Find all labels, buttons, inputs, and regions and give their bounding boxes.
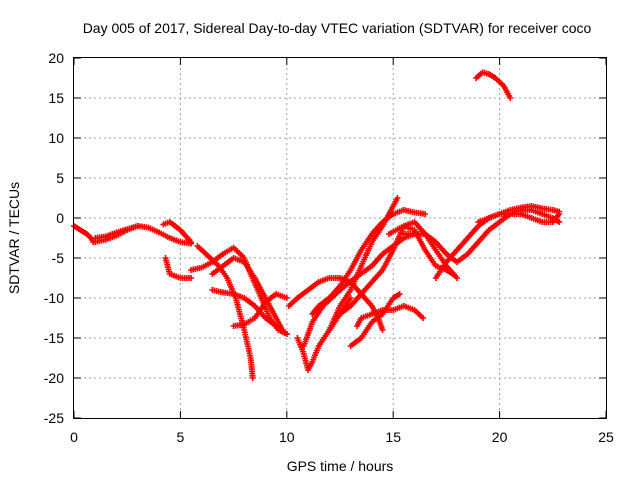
plot-area bbox=[71, 69, 563, 381]
x-tick-label: 15 bbox=[385, 429, 401, 445]
series-arc-18 bbox=[354, 303, 426, 329]
x-tick-label: 0 bbox=[70, 429, 78, 445]
series-arc-10 bbox=[230, 291, 290, 329]
data-point bbox=[449, 271, 456, 277]
axis-ticks: 0 5 10 15 20 25 -25 -20 -15 -10 -5 0 5 10 15 20 bbox=[44, 50, 614, 445]
grid bbox=[74, 58, 606, 418]
x-tick-label: 10 bbox=[279, 429, 295, 445]
series-arc-4 bbox=[160, 219, 195, 245]
y-axis-label: SDTVAR / TECUs bbox=[6, 182, 22, 294]
data-point bbox=[422, 211, 429, 217]
data-point bbox=[454, 275, 461, 281]
y-tick-label: -5 bbox=[52, 250, 65, 266]
data-point bbox=[188, 275, 195, 281]
x-tick-label: 25 bbox=[598, 429, 614, 445]
data-point bbox=[283, 295, 290, 301]
y-tick-label: 20 bbox=[48, 50, 64, 66]
series-arc-21 bbox=[432, 211, 563, 281]
y-tick-label: -15 bbox=[44, 330, 64, 346]
data-point bbox=[283, 331, 290, 337]
y-tick-label: -10 bbox=[44, 290, 64, 306]
y-tick-label: 5 bbox=[56, 170, 64, 186]
data-point bbox=[419, 315, 426, 321]
y-tick-label: 10 bbox=[48, 130, 64, 146]
y-tick-label: -20 bbox=[44, 370, 64, 386]
series-arc-23 bbox=[473, 69, 514, 101]
series-arc-15 bbox=[326, 195, 401, 333]
chart-title: Day 005 of 2017, Sidereal Day-to-day VTE… bbox=[83, 20, 592, 36]
data-point bbox=[379, 327, 386, 333]
x-tick-label: 5 bbox=[177, 429, 185, 445]
series-arc-22 bbox=[475, 203, 563, 225]
data-point bbox=[188, 239, 195, 245]
data-point bbox=[507, 95, 514, 101]
data-point bbox=[556, 219, 563, 225]
x-tick-label: 20 bbox=[492, 429, 508, 445]
data-point bbox=[249, 375, 256, 381]
series-arc-5 bbox=[162, 255, 195, 281]
data-point bbox=[394, 195, 401, 201]
data-point bbox=[396, 291, 403, 297]
data-point bbox=[279, 327, 286, 333]
data-point bbox=[556, 208, 563, 215]
y-tick-label: 0 bbox=[56, 210, 64, 226]
x-axis-label: GPS time / hours bbox=[287, 458, 394, 474]
data-point bbox=[347, 295, 354, 301]
y-tick-label: 15 bbox=[48, 90, 64, 106]
plot-frame bbox=[73, 57, 607, 419]
y-tick-label: -25 bbox=[44, 410, 64, 426]
